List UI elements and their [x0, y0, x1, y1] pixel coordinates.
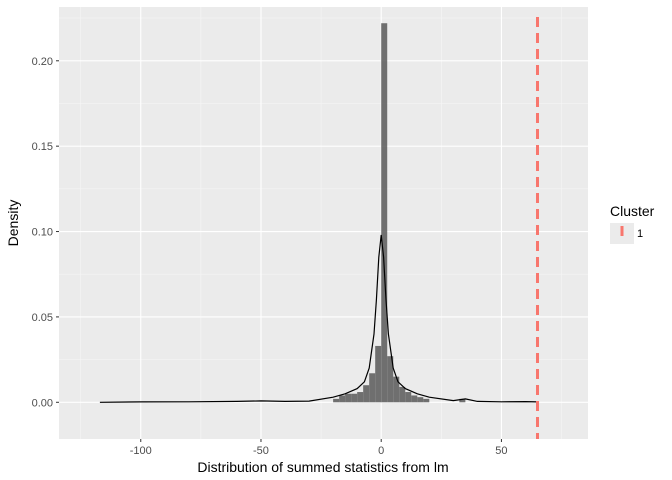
y-axis-title: Density [5, 200, 21, 247]
panel-background [59, 7, 588, 439]
grid-minor [59, 7, 588, 439]
y-tick-label: 0.15 [32, 141, 53, 153]
histogram-bar [423, 398, 430, 403]
histogram-bar [357, 392, 364, 403]
legend: Cluster 1 [610, 203, 655, 244]
histogram-bar [339, 395, 346, 403]
y-tick-label: 0.10 [32, 227, 53, 239]
histogram-bar [375, 345, 382, 403]
y-tick-label: 0.20 [32, 56, 53, 68]
histogram-bar [333, 398, 340, 403]
x-tick-label: 50 [495, 445, 507, 457]
legend-label-1: 1 [637, 228, 643, 240]
y-tick-label: 0.00 [32, 397, 53, 409]
density-curve [99, 234, 538, 403]
histogram-bar [399, 386, 406, 403]
histogram-bar [411, 395, 418, 403]
histogram-bar [369, 373, 376, 403]
x-tick-label: -50 [253, 445, 269, 457]
histogram-bar [417, 397, 424, 403]
x-axis-ticks: -100 -50 0 50 [130, 439, 508, 457]
y-tick-label: 0.05 [32, 312, 53, 324]
histogram-bar [345, 393, 352, 403]
histogram-bars [333, 23, 466, 403]
y-axis-ticks: 0.00 0.05 0.10 0.15 0.20 [32, 56, 59, 409]
histogram-bar [387, 356, 394, 403]
histogram-bar [393, 376, 400, 403]
histogram-bar [381, 23, 388, 403]
histogram-bar [459, 398, 466, 403]
x-tick-label: 0 [378, 445, 384, 457]
histogram-bar [351, 393, 358, 403]
histogram-bar [405, 392, 412, 403]
x-tick-label: -100 [130, 445, 152, 457]
legend-title: Cluster [610, 203, 655, 219]
x-axis-title: Distribution of summed statistics from l… [197, 459, 448, 475]
histogram-bar [363, 385, 370, 403]
